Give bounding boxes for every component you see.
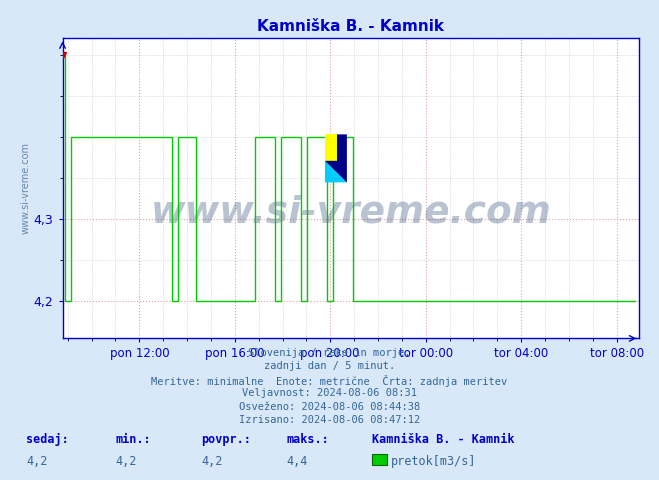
Text: min.:: min.: — [115, 433, 151, 446]
Polygon shape — [325, 161, 347, 182]
Text: Kamniška B. - Kamnik: Kamniška B. - Kamnik — [372, 433, 515, 446]
Polygon shape — [325, 134, 347, 182]
Text: maks.:: maks.: — [287, 433, 330, 446]
Text: zadnji dan / 5 minut.: zadnji dan / 5 minut. — [264, 361, 395, 372]
Text: pretok[m3/s]: pretok[m3/s] — [391, 455, 476, 468]
Text: www.si-vreme.com: www.si-vreme.com — [150, 194, 552, 230]
Text: Slovenija / reke in morje.: Slovenija / reke in morje. — [248, 348, 411, 358]
Title: Kamniška B. - Kamnik: Kamniška B. - Kamnik — [258, 20, 444, 35]
Text: Osveženo: 2024-08-06 08:44:38: Osveženo: 2024-08-06 08:44:38 — [239, 402, 420, 412]
Bar — [325, 134, 337, 161]
Text: povpr.:: povpr.: — [201, 433, 251, 446]
Text: Meritve: minimalne  Enote: metrične  Črta: zadnja meritev: Meritve: minimalne Enote: metrične Črta:… — [152, 375, 507, 387]
Text: Veljavnost: 2024-08-06 08:31: Veljavnost: 2024-08-06 08:31 — [242, 388, 417, 398]
Y-axis label: www.si-vreme.com: www.si-vreme.com — [21, 143, 31, 234]
Text: 4,4: 4,4 — [287, 455, 308, 468]
Text: 4,2: 4,2 — [115, 455, 136, 468]
Text: 4,2: 4,2 — [26, 455, 47, 468]
Text: sedaj:: sedaj: — [26, 433, 69, 446]
Text: Izrisano: 2024-08-06 08:47:12: Izrisano: 2024-08-06 08:47:12 — [239, 415, 420, 425]
Text: 4,2: 4,2 — [201, 455, 222, 468]
